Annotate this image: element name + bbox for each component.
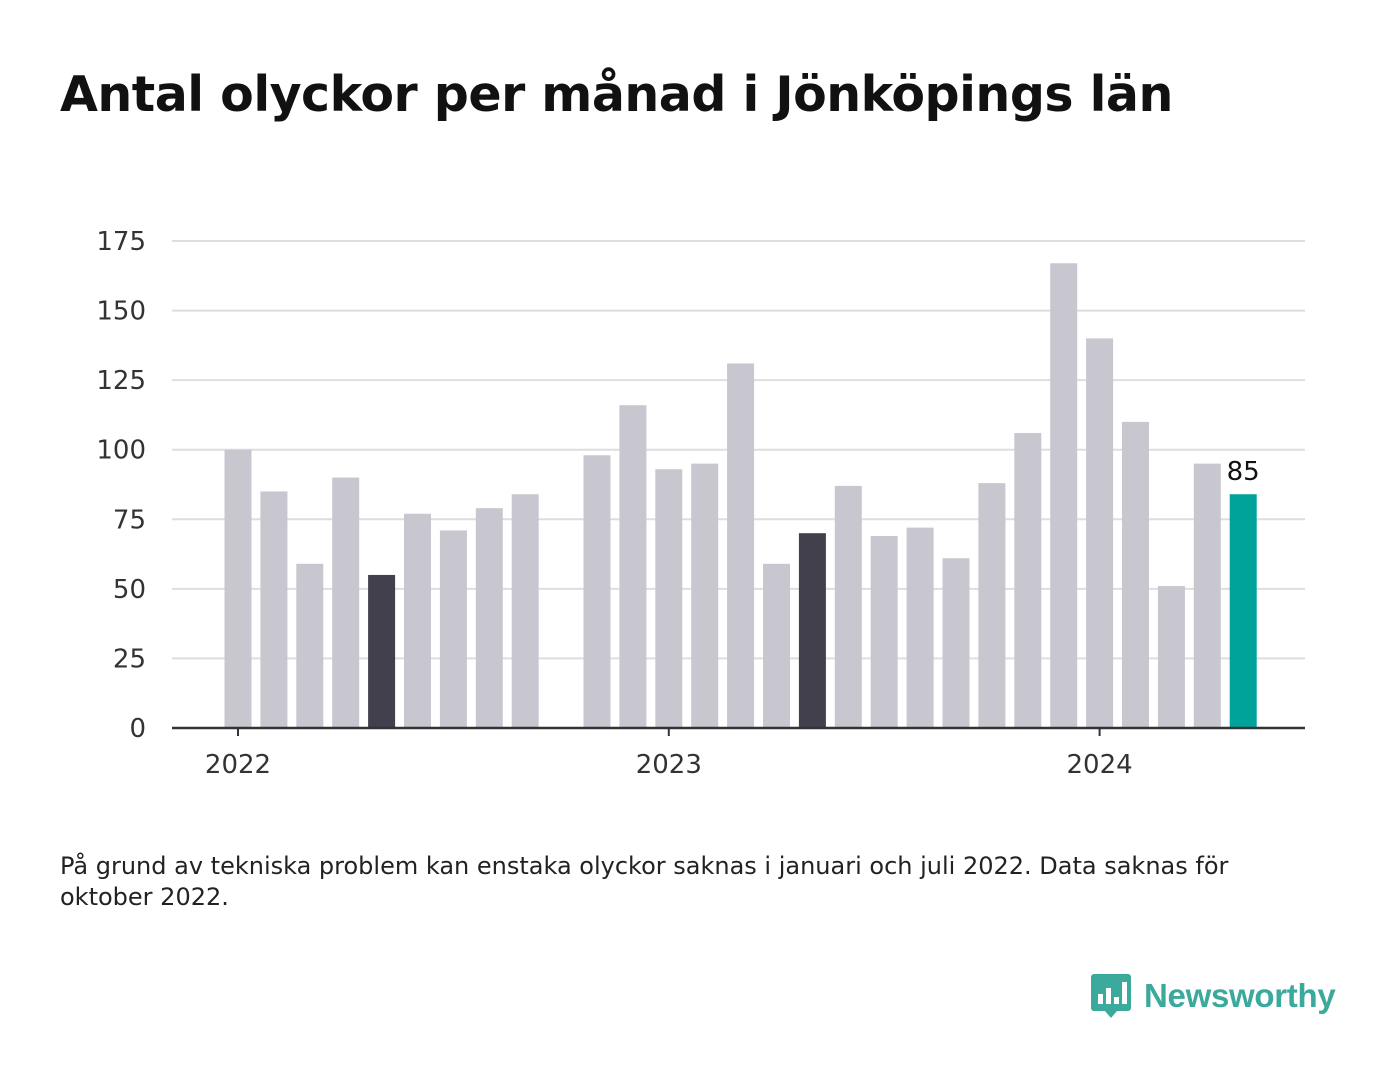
bar [296, 563, 324, 728]
bar-chart: 0 25 50 75 100 125 150 175 2022 2023 2024 85 [96, 227, 1305, 780]
bar [1193, 463, 1221, 728]
bar [511, 494, 539, 728]
bar [332, 477, 360, 728]
bar [906, 527, 934, 728]
bar [834, 485, 862, 728]
axes [172, 726, 1305, 736]
y-tick-label: 150 [96, 297, 146, 327]
y-tick-label: 175 [96, 227, 146, 257]
bar [404, 513, 431, 728]
bar [1014, 433, 1042, 728]
bar [942, 558, 970, 728]
y-tick-label: 125 [96, 366, 146, 396]
bar [870, 535, 898, 728]
y-tick-label: 50 [113, 575, 146, 605]
bar [978, 483, 1006, 728]
bar [1086, 338, 1114, 728]
footnote: På grund av tekniska problem kan enstaka… [60, 852, 1229, 911]
bar [691, 463, 719, 728]
newsworthy-logo-icon [1091, 974, 1131, 1018]
bar [583, 455, 611, 728]
brand-name: Newsworthy [1144, 977, 1336, 1014]
bar [1229, 494, 1257, 728]
y-tick-label: 25 [113, 644, 146, 674]
data-label: 85 [1227, 457, 1260, 487]
bar [727, 363, 755, 728]
chart-title: Antal olyckor per månad i Jönköpings län [60, 66, 1173, 123]
x-tick-label: 2022 [205, 750, 271, 780]
bar [439, 530, 467, 728]
bar [1050, 263, 1078, 728]
x-tick-label: 2024 [1067, 750, 1133, 780]
bars [224, 263, 1257, 728]
bar [475, 508, 503, 728]
bar [619, 405, 647, 728]
x-tick-label: 2023 [636, 750, 702, 780]
y-tick-label: 100 [96, 436, 146, 466]
bar [368, 574, 396, 728]
bar [763, 563, 790, 728]
bar [655, 469, 683, 728]
brand-logo[interactable]: Newsworthy [1090, 972, 1336, 1020]
bar [1122, 421, 1149, 728]
y-tick-label: 75 [113, 505, 146, 535]
bar [260, 491, 288, 728]
bar [224, 449, 252, 728]
y-tick-label: 0 [129, 714, 146, 744]
labels: 0 25 50 75 100 125 150 175 2022 2023 2024 85 [96, 227, 1259, 780]
bar [798, 533, 826, 728]
bar [1157, 586, 1185, 728]
